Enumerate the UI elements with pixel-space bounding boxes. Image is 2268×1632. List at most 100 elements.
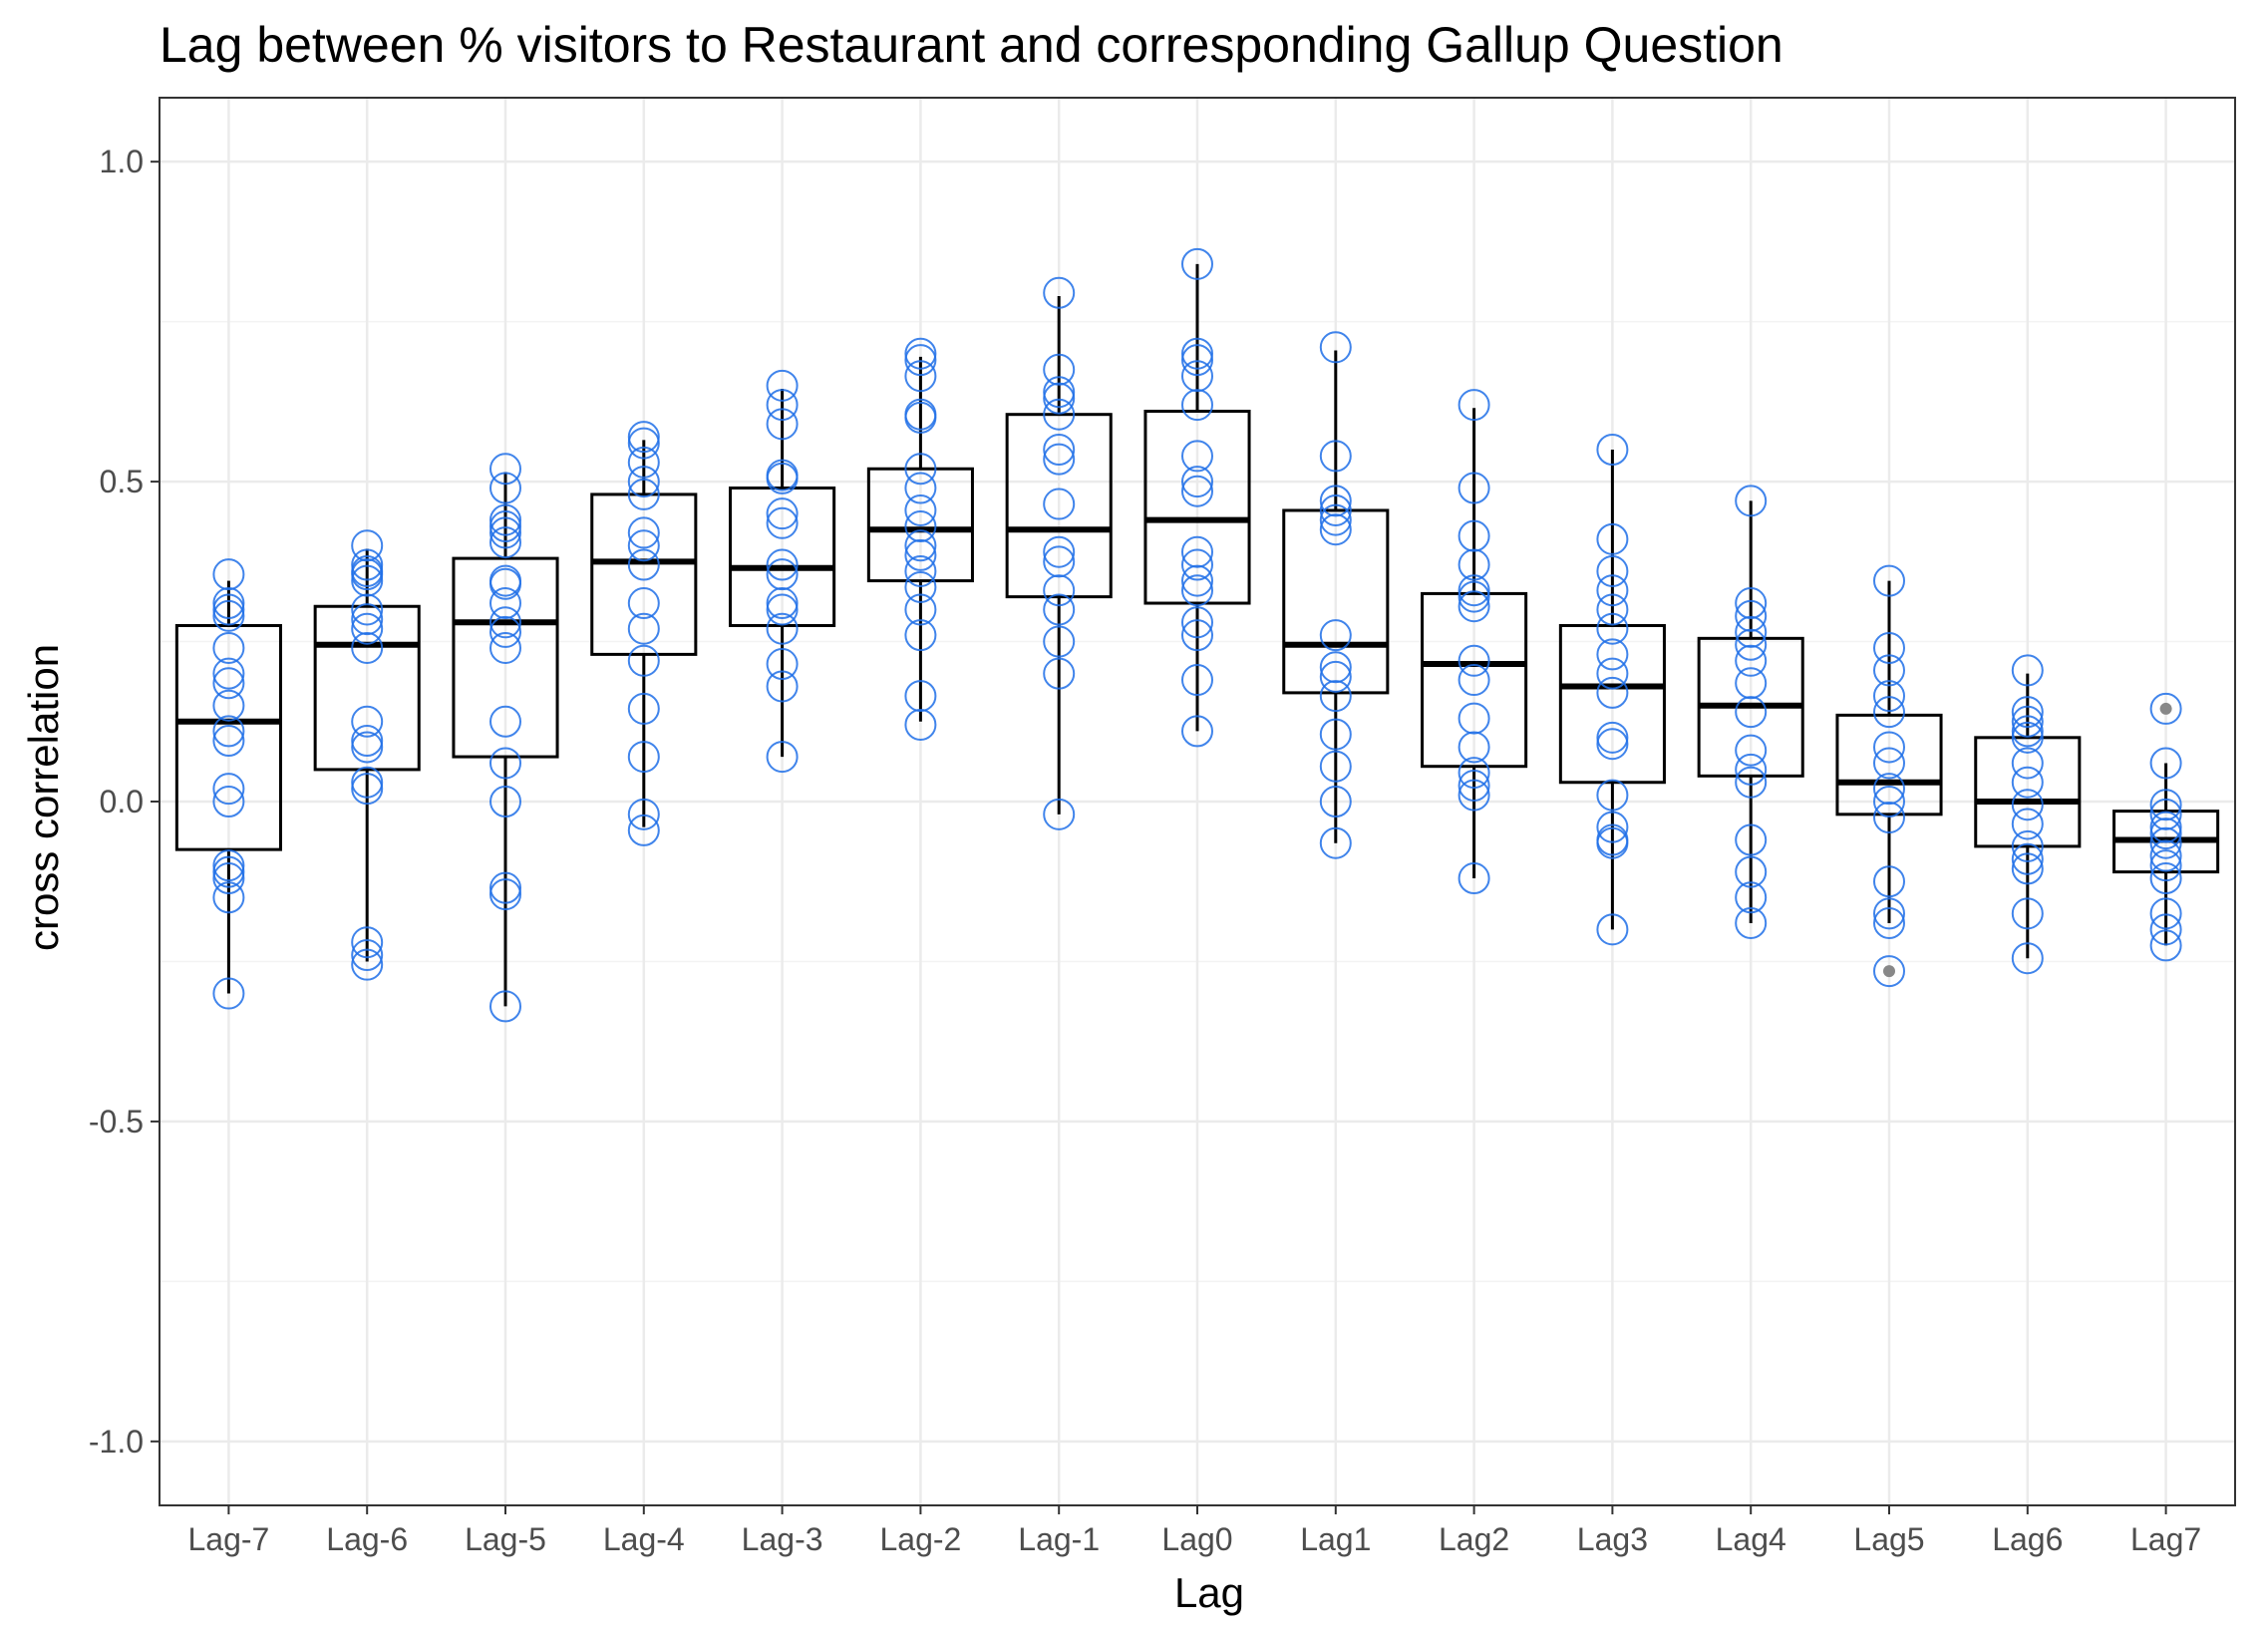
data-point [1181,548,1213,581]
data-point [766,558,799,591]
data-point [1458,779,1490,812]
data-point [1043,488,1076,520]
data-point [1458,574,1490,607]
data-point [351,926,384,959]
x-tick-label: Lag-3 [742,1521,823,1557]
data-point [1458,644,1490,677]
box-iqr [1835,713,1943,816]
data-point [1596,779,1629,812]
data-point [1735,734,1768,767]
data-point [766,389,799,422]
x-axis-title: Lag [1174,1569,1244,1616]
data-point [1735,599,1768,632]
y-tick-label: -0.5 [89,1104,144,1140]
data-point [1873,654,1905,687]
x-tick-label: Lag6 [1992,1521,2063,1557]
data-point [627,798,660,830]
data-point [489,503,521,536]
data-point [1043,434,1076,466]
data-point [1458,590,1490,623]
data-point [2149,826,2182,859]
data-point [1873,747,1905,780]
data-point [1181,337,1213,370]
data-point [1181,715,1213,748]
data-point [1458,702,1490,735]
data-point [766,408,799,441]
data-point [766,497,799,530]
data-point [1043,798,1076,830]
data-point [1043,376,1076,409]
x-tick-label: Lag-1 [1018,1521,1100,1557]
box-iqr [729,487,836,627]
data-point [212,587,245,620]
x-tick-label: Lag2 [1439,1521,1509,1557]
data-point [766,587,799,620]
x-tick-label: Lag4 [1716,1521,1786,1557]
data-point [627,427,660,460]
data-point [1043,625,1076,658]
data-point [904,360,937,393]
data-point [2011,842,2044,875]
data-point [1043,593,1076,626]
data-point [489,526,521,559]
data-point [2149,862,2182,895]
data-point [627,548,660,581]
data-point [2149,798,2182,830]
data-point [1596,913,1629,946]
data-point [489,516,521,549]
data-point [1873,802,1905,834]
data-point [1458,664,1490,697]
data-point [1319,826,1352,859]
data-point [1458,757,1490,790]
data-point [1458,580,1490,613]
data-point [1043,353,1076,386]
x-tick-label: Lag-5 [465,1521,546,1557]
data-point [904,529,937,562]
boxes-layer [174,263,2220,1007]
data-point [1873,897,1905,930]
data-point [212,862,245,895]
data-point [2011,721,2044,754]
data-point [1319,680,1352,713]
data-point [489,472,521,504]
data-point [1596,554,1629,587]
data-point [351,939,384,972]
data-point [1319,651,1352,684]
data-point [766,593,799,626]
data-point [351,731,384,764]
data-point [1735,587,1768,620]
y-axis-title: cross correlation [20,644,67,951]
x-tick-label: Lag-6 [326,1521,408,1557]
data-point [1319,503,1352,536]
data-point [1873,631,1905,664]
data-point [1735,753,1768,786]
data-point [1873,731,1905,764]
data-point [351,773,384,806]
x-tick-label: Lag-7 [187,1521,269,1557]
data-point [489,453,521,486]
x-axis-ticks: Lag-7 Lag-6 Lag-5 Lag-4 Lag-3 Lag-2 Lag-1 Lag0 L… [187,1505,2201,1557]
data-point [2149,817,2182,850]
data-point [212,715,245,748]
data-point [212,593,245,626]
data-point [1735,906,1768,939]
data-point [904,401,937,434]
box-iqr [174,624,282,851]
data-point [212,773,245,806]
y-tick-label: 1.0 [100,144,144,179]
data-point [2149,849,2182,882]
data-point [904,538,937,571]
data-point [1043,574,1076,607]
data-point [766,462,799,494]
data-point [351,631,384,664]
data-point [766,648,799,681]
data-point [1458,769,1490,802]
data-point [212,689,245,722]
data-point [904,337,937,370]
data-point [1735,823,1768,856]
data-point [766,506,799,539]
data-point [904,680,937,713]
data-point [1458,731,1490,764]
data-point [627,516,660,549]
data-point [2011,942,2044,975]
